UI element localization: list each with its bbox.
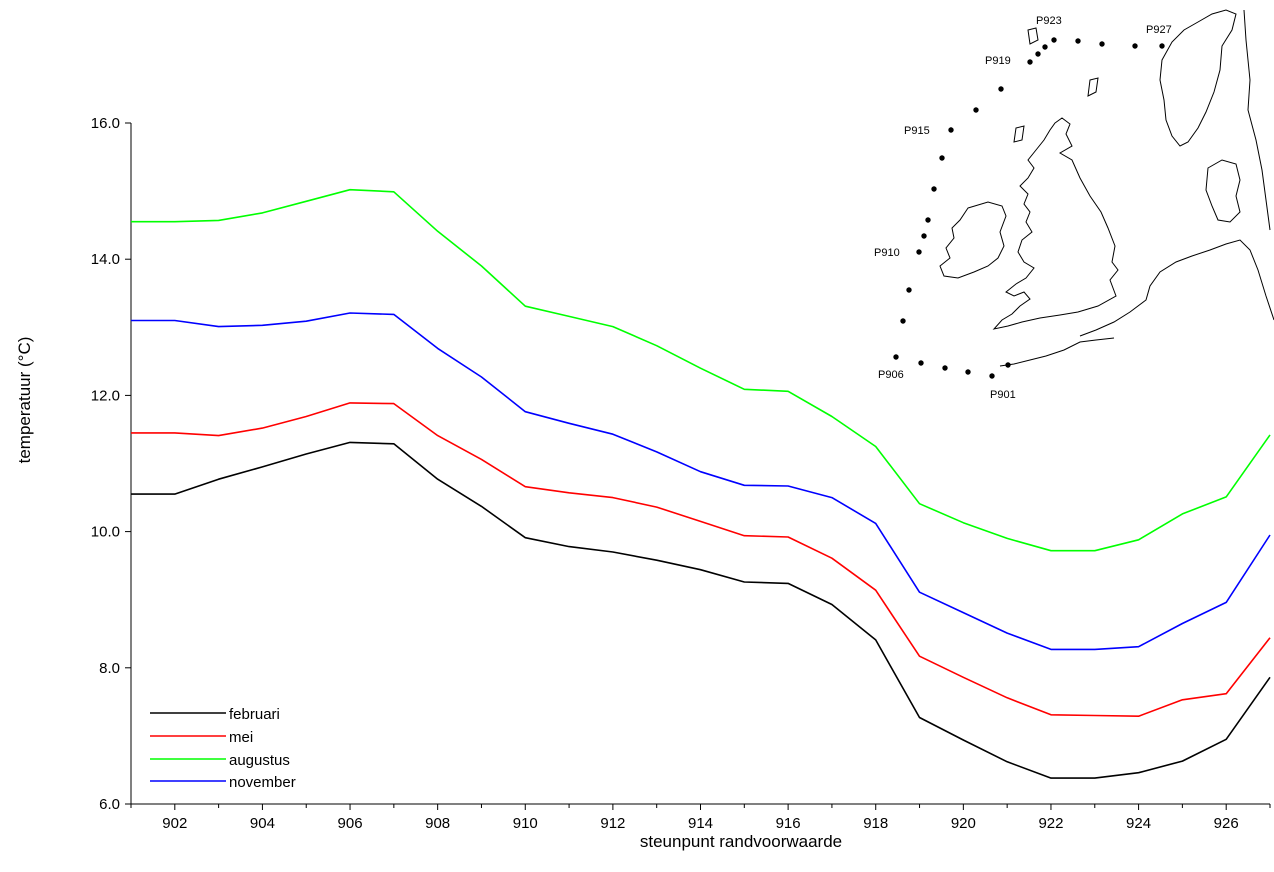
legend-label-februari: februari [229, 706, 280, 723]
map-label-p927: P927 [1146, 24, 1172, 36]
y-tick-label: 8.0 [99, 660, 120, 677]
map-station-dot [1099, 41, 1105, 47]
legend-label-augustus: augustus [229, 752, 290, 769]
y-axis-title: temperatuur (°C) [15, 337, 34, 464]
x-tick-label: 914 [688, 815, 713, 832]
map-station-dot [942, 365, 948, 371]
map-coastline-great-britain [992, 117, 1119, 330]
map-station-dot [998, 86, 1004, 92]
map-station-dot [893, 354, 899, 360]
map-station-dot [900, 318, 906, 324]
series-line-februari [131, 441, 1271, 779]
y-tick-label: 14.0 [91, 251, 120, 268]
y-tick-label: 12.0 [91, 387, 120, 404]
map-label-p915: P915 [904, 125, 930, 137]
y-tick-label: 6.0 [99, 796, 120, 813]
series-line-november [131, 312, 1271, 651]
x-tick-label: 912 [600, 815, 625, 832]
map-label-p923: P923 [1036, 15, 1062, 27]
x-tick-label: 926 [1214, 815, 1239, 832]
map-coastline-sweden [1243, 9, 1271, 231]
map-station-dot [1132, 43, 1138, 49]
map-station-dots [893, 37, 1165, 379]
map-label-p901: P901 [990, 389, 1016, 401]
map-station-dot [1159, 43, 1165, 49]
x-tick-label: 902 [162, 815, 187, 832]
map-coastline-ireland [939, 201, 1007, 279]
map-station-dot [925, 217, 931, 223]
map-label-p906: P906 [878, 369, 904, 381]
map-station-dot [1035, 51, 1041, 57]
x-tick-label: 910 [513, 815, 538, 832]
map-station-dot [989, 373, 995, 379]
legend-label-mei: mei [229, 729, 253, 746]
y-tick-label: 16.0 [91, 115, 120, 132]
map-coastline-denmark [1205, 159, 1241, 223]
x-tick-label: 922 [1038, 815, 1063, 832]
map-station-dot [1042, 44, 1048, 50]
x-tick-label: 924 [1126, 815, 1151, 832]
series-line-augustus [131, 188, 1271, 552]
inset-map: P923 P927 P919 P915 P910 P906 P901 [874, 9, 1274, 401]
x-ticks: 902 904 906 908 910 912 914 916 918 920 922 924 926 [130, 804, 1271, 832]
x-tick-label: 916 [776, 815, 801, 832]
x-tick-label: 906 [338, 815, 363, 832]
map-station-dot [918, 360, 924, 366]
legend-label-november: november [229, 774, 296, 791]
y-tick-label: 10.0 [91, 524, 120, 541]
map-label-p910: P910 [874, 247, 900, 259]
map-station-dot [906, 287, 912, 293]
legend: februari mei augustus november [150, 706, 296, 791]
map-station-dot [1051, 37, 1057, 43]
x-tick-label: 918 [863, 815, 888, 832]
map-station-dot [921, 233, 927, 239]
map-coastline-france [999, 337, 1115, 367]
x-tick-label: 904 [250, 815, 275, 832]
map-station-dot [973, 107, 979, 113]
map-station-dot [931, 186, 937, 192]
series-lines [131, 188, 1271, 779]
map-station-dot [948, 127, 954, 133]
map-station-dot [965, 369, 971, 375]
map-station-dot [1027, 59, 1033, 65]
map-coastline-continent [1079, 239, 1274, 337]
map-station-dot [1075, 38, 1081, 44]
x-tick-label: 908 [425, 815, 450, 832]
y-ticks: 6.0 8.0 10.0 12.0 14.0 16.0 [91, 115, 131, 813]
map-islands [1013, 27, 1099, 143]
x-tick-label: 920 [951, 815, 976, 832]
series-line-mei [131, 402, 1271, 718]
map-station-dot [916, 249, 922, 255]
x-axis-title: steunpunt randvoorwaarde [640, 832, 842, 851]
map-station-dot [939, 155, 945, 161]
map-coastline-norway [1159, 9, 1237, 147]
map-label-p919: P919 [985, 55, 1011, 67]
map-station-dot [1005, 362, 1011, 368]
